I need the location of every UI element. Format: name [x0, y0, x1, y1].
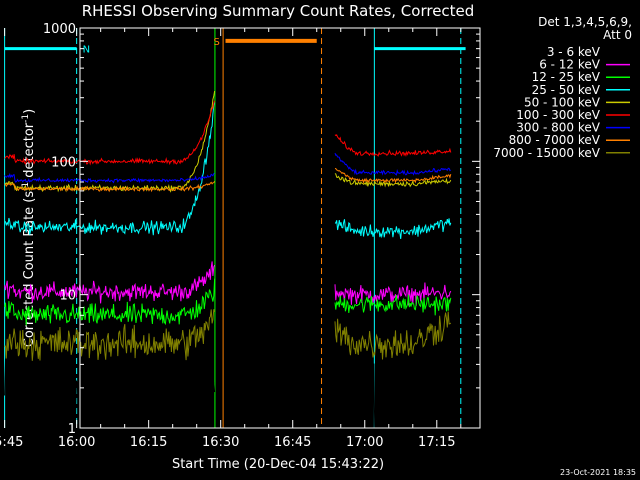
x-tick-label-2: 16:15	[130, 435, 167, 450]
series-line-2-seg2	[334, 294, 452, 316]
chart-title: RHESSI Observing Summary Count Rates, Co…	[82, 2, 475, 20]
x-axis-label: Start Time (20-Dec-04 15:43:22)	[172, 457, 384, 472]
series-line-7-seg2	[334, 168, 452, 185]
legend-label-5: 100 - 300 keV	[516, 108, 600, 122]
saa-label: S	[213, 37, 219, 48]
series-line-5-seg1	[4, 100, 216, 166]
plot-frame	[79, 27, 481, 429]
y-tick-label-1: 10	[59, 289, 76, 304]
x-tick-label-3: 16:30	[202, 435, 239, 450]
x-tick-label-5: 17:00	[346, 435, 383, 450]
y-tick-label-3: 1000	[43, 22, 76, 37]
x-tick-label-6: 17:15	[418, 435, 455, 450]
legend-label-7: 800 - 7000 keV	[509, 133, 601, 147]
series-line-8-seg2	[334, 311, 452, 360]
legend-label-8: 7000 - 15000 keV	[493, 146, 600, 160]
series-line-4-seg2	[334, 173, 452, 188]
series-line-3-seg2	[334, 218, 452, 239]
legend-label-2: 12 - 25 keV	[532, 70, 601, 84]
x-tick-label-0: 15:45	[0, 435, 23, 450]
series-line-1-seg1	[4, 261, 216, 304]
x-tick-label-1: 16:00	[58, 435, 95, 450]
series-line-0-seg2	[334, 324, 452, 429]
legend-label-4: 50 - 100 keV	[524, 95, 601, 109]
series-line-7-seg1	[4, 181, 216, 193]
legend-label-0: 3 - 6 keV	[547, 45, 601, 59]
night-label: N	[83, 45, 90, 56]
series-line-3-seg1	[4, 102, 216, 236]
legend-header-1: Det 1,3,4,5,6,9,	[538, 15, 632, 29]
legend-header-2: Att 0	[603, 28, 632, 42]
series-line-5-seg2	[334, 134, 452, 158]
series-line-2-seg1	[4, 278, 216, 326]
legend-label-3: 25 - 50 keV	[532, 83, 601, 97]
legend-label-6: 300 - 800 keV	[516, 121, 600, 135]
series-line-6-seg1	[4, 172, 215, 184]
y-tick-label-2: 100	[51, 155, 76, 170]
legend-label-1: 6 - 12 keV	[539, 58, 601, 72]
series-line-6-seg2	[334, 152, 452, 176]
plot-area: NS	[4, 28, 466, 430]
y-tick-label-0: 1	[68, 422, 76, 437]
axes: 1 10 100 1000 15:45 16:00 16:15 16:30 16:45 17:00…	[0, 22, 481, 450]
series-line-8-seg1	[4, 309, 216, 361]
x-tick-label-4: 16:45	[274, 435, 311, 450]
footer-timestamp: 23-Oct-2021 18:35	[560, 468, 636, 477]
